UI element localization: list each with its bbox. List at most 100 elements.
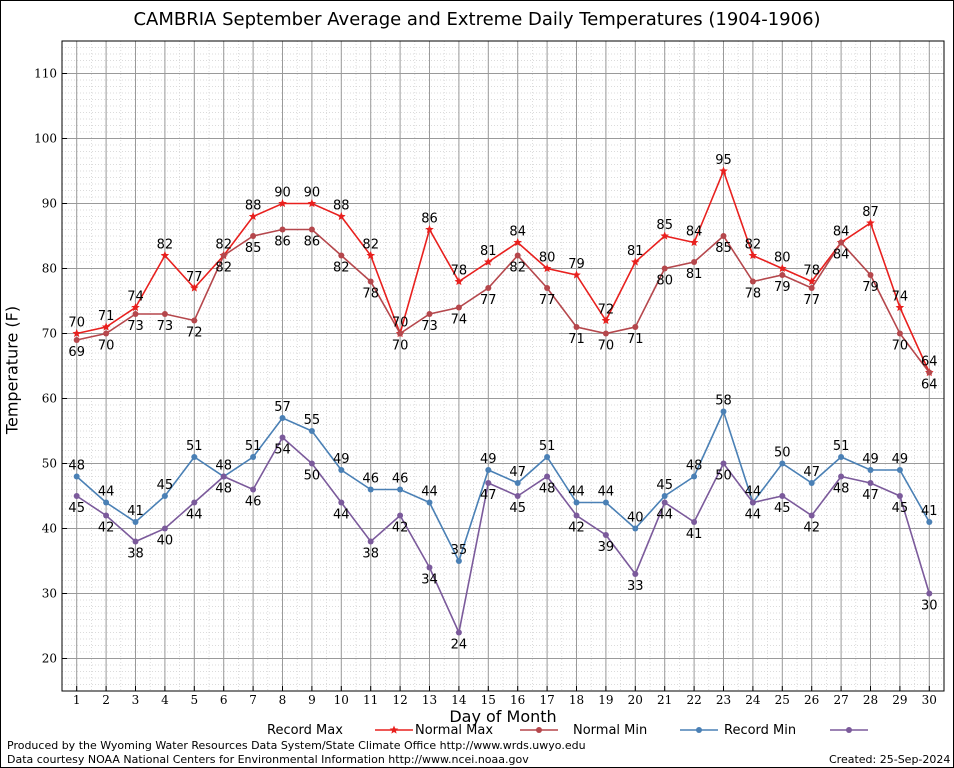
record-max-point: [454, 277, 464, 286]
normal-max-data-label: 79: [862, 280, 879, 295]
record-min-data-label: 46: [245, 495, 262, 510]
record-max-data-label: 64: [921, 355, 938, 370]
record-max-point: [307, 199, 317, 208]
record-min-point: [867, 480, 874, 486]
x-tick-label: 15: [481, 693, 496, 707]
major-grid: [62, 41, 944, 691]
normal-min-point: [691, 473, 698, 480]
normal-min-point: [73, 473, 80, 480]
normal-min-point: [308, 428, 315, 434]
normal-min-point: [161, 493, 168, 499]
record-max-point: [778, 264, 787, 273]
normal-max-data-label: 72: [186, 326, 203, 341]
record-min-point: [73, 493, 80, 499]
record-min-point: [573, 512, 580, 519]
record-min-point: [661, 499, 668, 506]
normal-max-point: [103, 330, 110, 337]
x-tick-label: 5: [190, 693, 198, 707]
record-max-data-label: 85: [656, 218, 673, 233]
normal-max-data-label: 70: [392, 339, 409, 354]
record-min-point: [191, 499, 198, 506]
plot-border: [61, 40, 945, 692]
normal-min-point: [338, 467, 345, 473]
record-max-point: [689, 238, 699, 247]
y-tick-label: 90: [42, 197, 57, 211]
legend-marker-record-min: [846, 727, 852, 733]
record-min-data-label: 48: [539, 482, 556, 497]
record-max-data-label: 86: [421, 212, 438, 227]
normal-max-point: [73, 337, 80, 343]
record-max-data-label: 84: [686, 225, 703, 240]
normal-max-point: [308, 226, 315, 233]
x-tick-label: 13: [422, 693, 437, 707]
record-min-point: [250, 486, 257, 493]
legend-marker-normal-max: [536, 727, 542, 733]
record-min-point: [896, 493, 903, 499]
normal-max-data-label: 78: [362, 287, 379, 302]
normal-max-data-label: 73: [157, 319, 174, 334]
normal-max-point: [426, 311, 433, 317]
normal-min-data-label: 55: [304, 413, 321, 428]
record-max-data-label: 87: [862, 205, 879, 220]
normal-min-data-label: 41: [921, 504, 938, 519]
x-tick-label: 14: [451, 693, 467, 707]
normal-max-data-label: 64: [921, 378, 938, 393]
record-max-point: [631, 257, 640, 266]
normal-min-point: [867, 467, 874, 473]
record-max-line: [76, 168, 931, 373]
x-tick-label: 29: [892, 693, 907, 707]
record-min-data-label: 33: [627, 579, 644, 594]
record-min-point: [691, 519, 698, 525]
x-tick-label: 27: [833, 693, 848, 707]
x-tick-label: 3: [132, 693, 140, 707]
x-tick-label: 17: [539, 693, 554, 707]
record-max-point: [337, 212, 346, 221]
record-max-data-label: 84: [833, 225, 850, 240]
record-max-point: [572, 270, 581, 279]
normal-min-data-label: 46: [362, 472, 379, 487]
record-max-point: [425, 225, 434, 234]
normal-max-data-label: 80: [656, 274, 673, 289]
record-max-data-label: 78: [451, 264, 468, 279]
normal-max-data-label: 71: [568, 332, 585, 347]
y-tick-label: 80: [42, 262, 57, 276]
record-max-point: [807, 277, 816, 286]
record-max-data-label: 70: [392, 316, 409, 331]
normal-max-data-label: 78: [745, 287, 762, 302]
record-max-data-label: 80: [539, 251, 556, 266]
normal-min-data-label: 47: [509, 465, 526, 480]
record-min-data-label: 40: [157, 534, 174, 549]
record-min-line: [76, 436, 931, 636]
legend-label-normal-max: Normal Max: [415, 723, 493, 738]
record-min-point: [338, 499, 345, 506]
record-min-data-label: 47: [862, 488, 879, 503]
x-tick-label: 22: [686, 693, 701, 707]
record-min-data-label: 50: [715, 469, 732, 484]
legend-marker-record-max: [389, 725, 399, 734]
normal-min-data-label: 57: [274, 400, 291, 415]
normal-min-data-label: 49: [480, 452, 497, 467]
normal-min-point: [838, 454, 845, 460]
y-tick-label: 60: [42, 392, 57, 406]
normal-max-data-label: 85: [245, 241, 262, 256]
normal-max-point: [573, 324, 580, 330]
record-max-point: [101, 322, 111, 331]
record-max-data-label: 81: [480, 244, 497, 259]
record-max-data-label: 90: [304, 186, 321, 201]
record-max-data-label: 82: [215, 238, 232, 253]
normal-min-data-label: 51: [539, 439, 556, 454]
normal-max-data-label: 79: [774, 280, 791, 295]
record-min-data-label: 54: [274, 443, 291, 458]
normal-max-data-label: 84: [833, 248, 850, 263]
record-max-point: [866, 218, 875, 227]
record-max-data-label: 74: [892, 290, 909, 305]
record-max-data-label: 82: [362, 238, 379, 253]
x-tick-label: 23: [716, 693, 731, 707]
record-min-data-label: 47: [480, 488, 497, 503]
record-min-data-label: 48: [833, 482, 850, 497]
record-min-point: [161, 525, 168, 532]
x-tick-label: 30: [922, 693, 937, 707]
normal-min-point: [661, 493, 668, 499]
normal-max-data-label: 82: [215, 261, 232, 276]
